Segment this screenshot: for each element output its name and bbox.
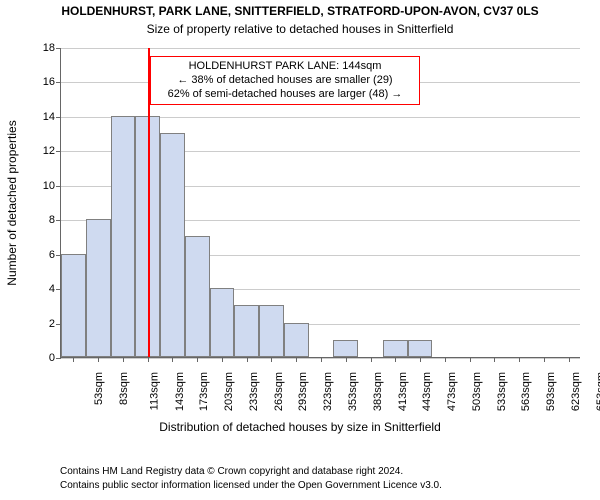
y-tick-label: 14: [43, 111, 61, 123]
x-tick-label: 443sqm: [421, 372, 433, 411]
x-tick: [321, 357, 322, 362]
x-tick: [148, 357, 149, 362]
x-tick-label: 173sqm: [199, 372, 211, 411]
histogram-bar: [408, 340, 433, 357]
x-tick: [395, 357, 396, 362]
annotation-line-1: HOLDENHURST PARK LANE: 144sqm: [157, 60, 413, 74]
x-tick: [371, 357, 372, 362]
x-axis-label: Distribution of detached houses by size …: [0, 420, 600, 434]
histogram-bar: [259, 305, 284, 357]
x-tick-label: 503sqm: [471, 372, 483, 411]
histogram-bar: [111, 116, 136, 357]
x-tick-label: 383sqm: [372, 372, 384, 411]
annotation-line-3: 62% of semi-detached houses are larger (…: [157, 88, 413, 102]
footer-line-1: Contains HM Land Registry data © Crown c…: [60, 466, 403, 477]
x-tick-label: 533sqm: [496, 372, 508, 411]
chart-subtitle: Size of property relative to detached ho…: [0, 22, 600, 36]
histogram-bar: [160, 133, 185, 357]
chart-title: HOLDENHURST, PARK LANE, SNITTERFIELD, ST…: [0, 4, 600, 18]
x-tick-label: 263sqm: [273, 372, 285, 411]
histogram-bar: [185, 236, 210, 357]
footer-line-2: Contains public sector information licen…: [60, 480, 442, 491]
x-tick-label: 143sqm: [174, 372, 186, 411]
x-tick: [123, 357, 124, 362]
histogram-bar: [61, 254, 86, 357]
histogram-bar: [86, 219, 111, 357]
x-tick: [197, 357, 198, 362]
x-tick-label: 203sqm: [223, 372, 235, 411]
x-tick: [98, 357, 99, 362]
x-tick: [519, 357, 520, 362]
histogram-bar: [210, 288, 235, 357]
x-tick-label: 323sqm: [322, 372, 334, 411]
x-tick: [470, 357, 471, 362]
y-tick-label: 2: [49, 318, 61, 330]
x-tick: [172, 357, 173, 362]
histogram-bar: [234, 305, 259, 357]
y-tick-label: 0: [49, 352, 61, 364]
x-tick: [445, 357, 446, 362]
x-tick: [420, 357, 421, 362]
x-tick: [271, 357, 272, 362]
x-tick: [247, 357, 248, 362]
annotation-box: HOLDENHURST PARK LANE: 144sqm ← 38% of d…: [150, 56, 420, 105]
x-tick: [494, 357, 495, 362]
y-tick-label: 18: [43, 42, 61, 54]
x-tick-label: 623sqm: [570, 372, 582, 411]
x-tick-label: 113sqm: [148, 372, 160, 410]
y-tick-label: 10: [43, 180, 61, 192]
histogram-bar: [333, 340, 358, 357]
x-tick-label: 233sqm: [248, 372, 260, 411]
annotation-line-2: ← 38% of detached houses are smaller (29…: [157, 74, 413, 88]
y-tick-label: 4: [49, 283, 61, 295]
x-tick-label: 653sqm: [595, 372, 600, 411]
histogram-bar: [383, 340, 408, 357]
y-tick-label: 6: [49, 249, 61, 261]
x-tick: [569, 357, 570, 362]
grid-line: [61, 48, 580, 49]
x-tick: [296, 357, 297, 362]
x-tick-label: 353sqm: [347, 372, 359, 411]
x-tick-label: 413sqm: [397, 372, 409, 411]
x-tick-label: 293sqm: [298, 372, 310, 411]
x-tick-label: 563sqm: [520, 372, 532, 411]
x-tick-label: 83sqm: [118, 372, 130, 405]
y-tick-label: 12: [43, 145, 61, 157]
x-tick-label: 593sqm: [545, 372, 557, 411]
y-tick-label: 16: [43, 76, 61, 88]
y-axis-label: Number of detached properties: [5, 120, 19, 285]
x-tick: [73, 357, 74, 362]
histogram-bar: [284, 323, 309, 357]
x-tick-label: 53sqm: [93, 372, 105, 405]
x-tick: [346, 357, 347, 362]
x-tick: [544, 357, 545, 362]
x-tick: [222, 357, 223, 362]
x-tick-label: 473sqm: [446, 372, 458, 411]
y-tick-label: 8: [49, 214, 61, 226]
